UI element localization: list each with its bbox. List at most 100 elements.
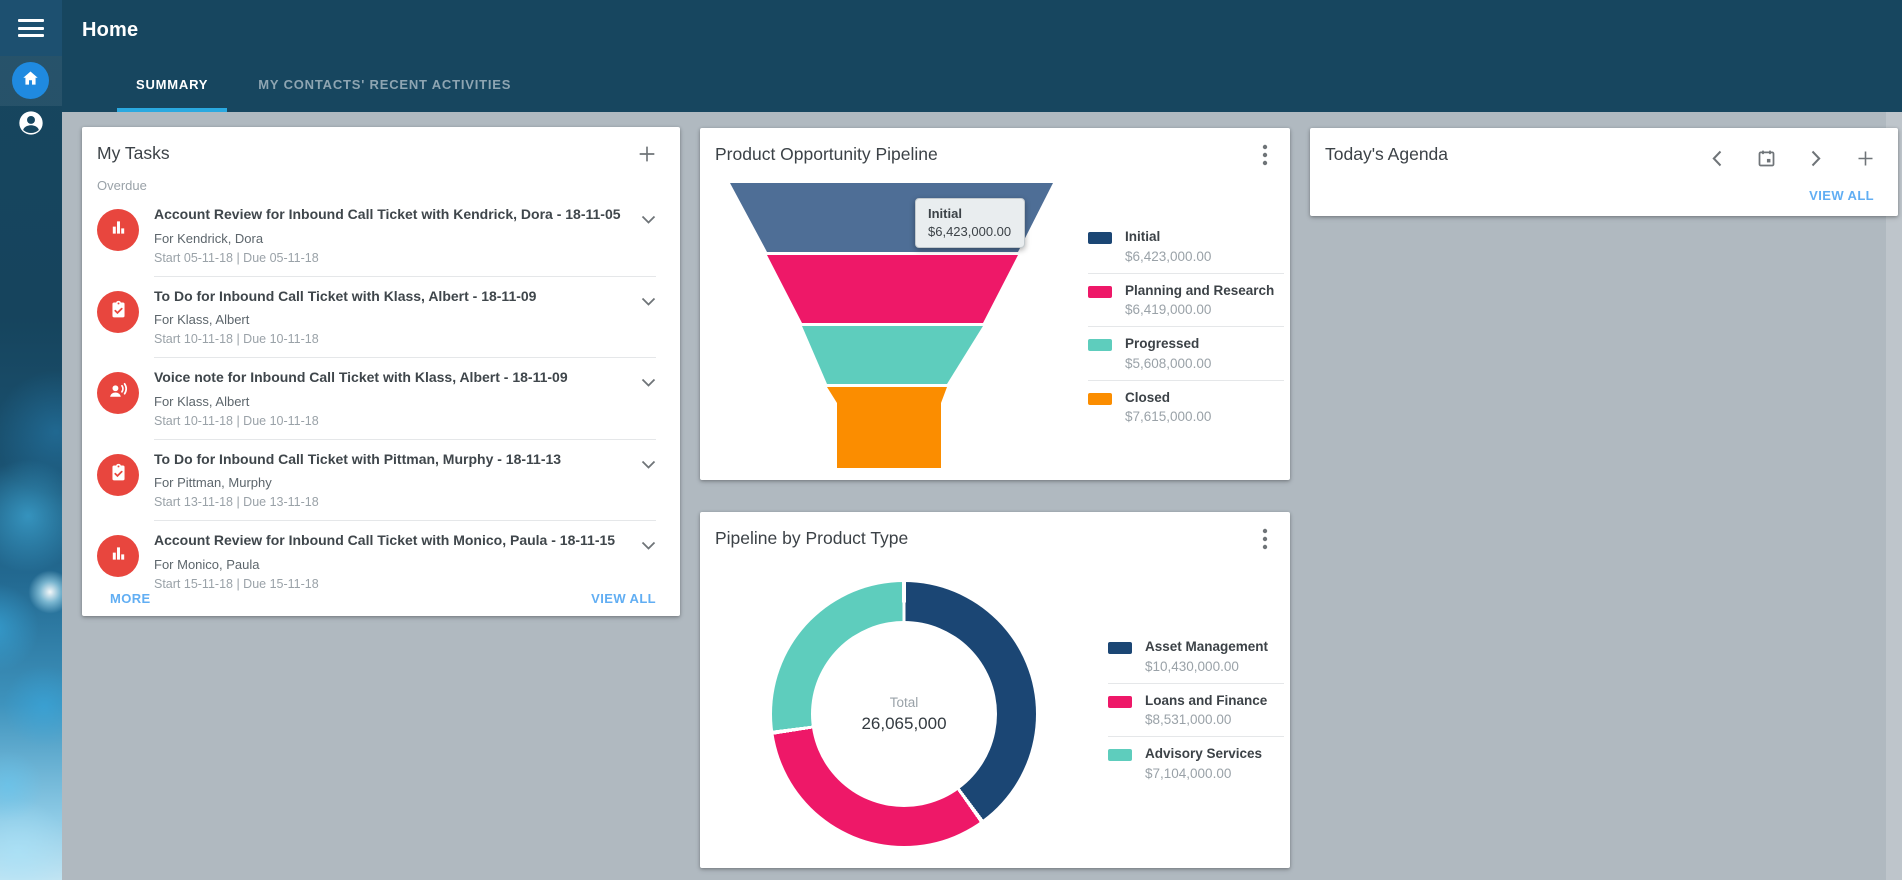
chevron-down-icon[interactable] (641, 374, 656, 392)
home-nav-button[interactable] (12, 62, 49, 99)
calendar-button[interactable] (1756, 148, 1777, 169)
tab-contacts-label: MY CONTACTS' RECENT ACTIVITIES (258, 76, 512, 92)
task-type-badge (97, 209, 139, 251)
clipboard-check-icon (108, 299, 129, 325)
more-button[interactable]: MORE (110, 591, 151, 606)
task-dates: Start 10-11-18 | Due 10-11-18 (154, 332, 319, 346)
chart-tooltip: Initial $6,423,000.00 (915, 198, 1025, 248)
add-task-button[interactable] (636, 143, 658, 165)
agenda-view-all-button[interactable]: VIEW ALL (1809, 188, 1874, 203)
legend-item-loans-and-finance[interactable]: Loans and Finance $8,531,000.00 (1108, 682, 1284, 737)
overdue-group-label: Overdue (97, 178, 147, 193)
agenda-toolbar (1712, 148, 1876, 169)
task-contact: For Kendrick, Dora (154, 230, 264, 246)
funnel-segment-planning-and-research[interactable] (767, 255, 1018, 323)
funnel-segment-progressed[interactable] (802, 326, 983, 384)
chevron-down-icon[interactable] (641, 456, 656, 474)
page-title: Home (82, 19, 139, 41)
bar-chart-icon (108, 543, 129, 569)
legend-swatch (1088, 285, 1112, 298)
next-day-button[interactable] (1811, 150, 1821, 167)
tab-my-contacts-recent-activities[interactable]: MY CONTACTS' RECENT ACTIVITIES (239, 56, 530, 112)
task-list: Account Review for Inbound Call Ticket w… (82, 195, 680, 602)
kebab-menu-icon (1262, 144, 1268, 169)
tab-summary-label: SUMMARY (136, 76, 209, 92)
task-row[interactable]: Voice note for Inbound Call Ticket with … (82, 358, 680, 440)
legend-label: Planning and Research (1125, 282, 1275, 298)
plus-icon (636, 146, 658, 168)
legend-swatch (1088, 392, 1112, 405)
task-type-badge (97, 453, 139, 496)
donut-legend: Asset Management $10,430,000.00 Loans an… (1108, 630, 1284, 790)
chevron-right-icon (1811, 150, 1821, 170)
legend-item-initial[interactable]: Initial $6,423,000.00 (1088, 220, 1284, 273)
chevron-left-icon (1712, 150, 1722, 170)
task-type-badge (97, 290, 139, 333)
chevron-down-icon[interactable] (641, 293, 656, 311)
task-row[interactable]: Account Review for Inbound Call Ticket w… (82, 195, 680, 277)
legend-item-closed[interactable]: Closed $7,615,000.00 (1088, 379, 1284, 434)
add-appointment-button[interactable] (1855, 148, 1876, 169)
legend-label: Asset Management (1145, 639, 1269, 654)
task-row[interactable]: Account Review for Inbound Call Ticket w… (82, 521, 680, 602)
calendar-icon (1756, 150, 1777, 172)
task-dates: Start 13-11-18 | Due 13-11-18 (154, 495, 319, 509)
legend-item-asset-management[interactable]: Asset Management $10,430,000.00 (1108, 630, 1284, 683)
tooltip-label: Initial (928, 206, 962, 221)
agenda-card-title: Today's Agenda (1325, 144, 1449, 164)
task-title[interactable]: Voice note for Inbound Call Ticket with … (154, 369, 568, 385)
donut-chart[interactable]: Total 26,065,000 (772, 582, 1036, 846)
legend-value: $5,608,000.00 (1125, 355, 1212, 371)
legend-label: Closed (1125, 389, 1171, 405)
funnel-segment-closed[interactable] (827, 387, 947, 468)
kebab-menu-icon (1262, 528, 1268, 553)
donut-total-value: 26,065,000 (861, 713, 947, 733)
legend-value: $7,615,000.00 (1125, 409, 1212, 425)
donut-total-label: Total (889, 694, 919, 710)
task-title[interactable]: To Do for Inbound Call Ticket with Klass… (154, 287, 537, 304)
menu-button[interactable] (0, 0, 62, 56)
task-type-badge (97, 372, 139, 414)
top-bar: Home SUMMARY MY CONTACTS' RECENT ACTIVIT… (0, 0, 1902, 112)
bar-chart-icon (108, 217, 129, 243)
donut-card-menu-button[interactable] (1262, 528, 1268, 550)
product-opportunity-pipeline-card: Product Opportunity Pipeline Initial $6,… (700, 128, 1290, 480)
task-contact: For Pittman, Murphy (154, 475, 272, 490)
left-nav-rail (0, 0, 62, 880)
chevron-down-icon[interactable] (641, 537, 656, 555)
previous-day-button[interactable] (1712, 150, 1722, 167)
scrollbar-track[interactable] (1886, 112, 1902, 880)
legend-item-advisory-services[interactable]: Advisory Services $7,104,000.00 (1108, 736, 1284, 790)
legend-swatch (1108, 695, 1132, 708)
task-contact: For Monico, Paula (154, 556, 260, 572)
legend-item-planning-and-research[interactable]: Planning and Research $6,419,000.00 (1088, 272, 1284, 327)
task-contact: For Klass, Albert (154, 312, 250, 327)
funnel-card-menu-button[interactable] (1262, 144, 1268, 166)
legend-value: $8,531,000.00 (1145, 712, 1232, 728)
profile-nav-button[interactable] (17, 109, 45, 137)
task-title[interactable]: Account Review for Inbound Call Ticket w… (154, 206, 621, 222)
my-tasks-card: My Tasks Overdue Account Review for Inbo… (82, 127, 680, 616)
legend-value: $10,430,000.00 (1145, 658, 1239, 674)
legend-item-progressed[interactable]: Progressed $5,608,000.00 (1088, 326, 1284, 380)
task-title[interactable]: To Do for Inbound Call Ticket with Pittm… (154, 450, 562, 467)
task-dates: Start 05-11-18 | Due 05-11-18 (154, 250, 319, 265)
task-dates: Start 10-11-18 | Due 10-11-18 (154, 413, 319, 428)
legend-value: $7,104,000.00 (1145, 765, 1232, 781)
tab-summary[interactable]: SUMMARY (117, 56, 228, 112)
task-title[interactable]: Account Review for Inbound Call Ticket w… (154, 532, 616, 548)
legend-swatch (1108, 749, 1132, 762)
hamburger-icon (18, 19, 44, 37)
clipboard-check-icon (108, 462, 129, 488)
legend-swatch (1108, 642, 1132, 654)
tasks-view-all-button[interactable]: VIEW ALL (591, 591, 656, 606)
task-row[interactable]: To Do for Inbound Call Ticket with Klass… (82, 277, 680, 358)
home-icon (20, 68, 41, 94)
chevron-down-icon[interactable] (641, 211, 656, 229)
tab-bar: SUMMARY MY CONTACTS' RECENT ACTIVITIES (117, 56, 530, 112)
legend-swatch (1088, 232, 1112, 244)
legend-value: $6,423,000.00 (1125, 248, 1212, 264)
task-row[interactable]: To Do for Inbound Call Ticket with Pittm… (82, 440, 680, 521)
voice-note-icon (107, 380, 129, 407)
